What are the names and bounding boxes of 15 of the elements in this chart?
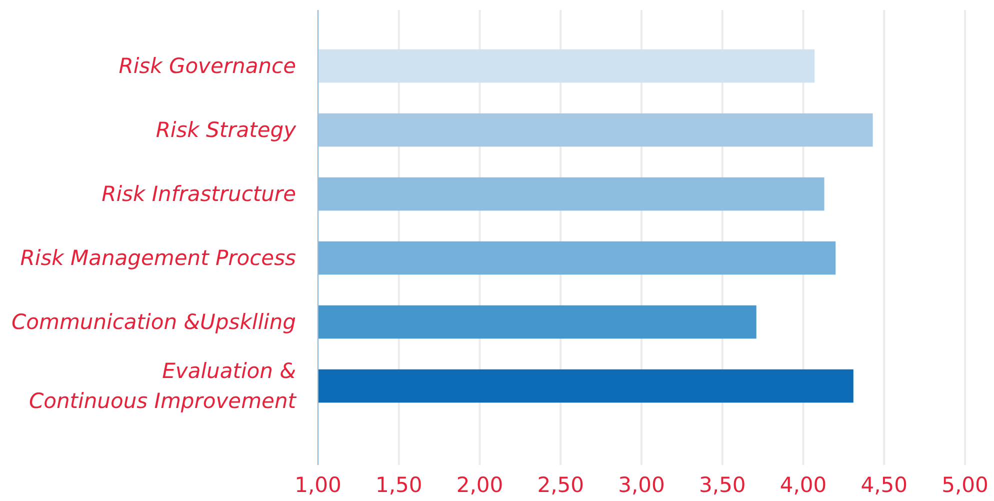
y-tick-label: Evaluation & Continuous Improvement bbox=[28, 359, 297, 413]
x-tick-label: 1,50 bbox=[375, 473, 422, 497]
x-tick-label: 3,00 bbox=[618, 473, 665, 497]
x-tick-label: 4,50 bbox=[860, 473, 908, 497]
x-tick-label: 5,00 bbox=[942, 473, 988, 497]
x-tick-label: 2,00 bbox=[456, 473, 504, 497]
y-tick-label: Risk Strategy bbox=[156, 118, 297, 142]
x-tick-label: 3,50 bbox=[698, 473, 746, 497]
y-tick-label: Risk Management Process bbox=[20, 246, 296, 270]
y-tick-label: Risk Infrastructure bbox=[102, 182, 296, 206]
x-tick-label: 1,00 bbox=[294, 473, 342, 497]
y-tick-label: Risk Governance bbox=[118, 54, 296, 78]
x-tick-label: 4,00 bbox=[780, 473, 827, 497]
x-tick-label: 2,50 bbox=[537, 473, 584, 497]
y-tick-label: Communication &Upsklling bbox=[11, 310, 296, 334]
